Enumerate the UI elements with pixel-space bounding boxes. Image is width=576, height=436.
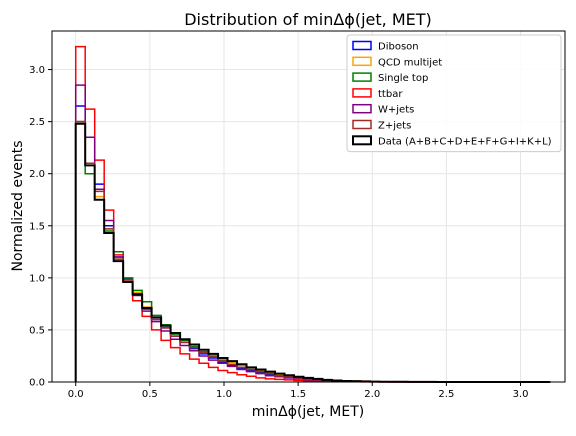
y-tick-label: 2.5 [29, 117, 45, 128]
legend-swatch [352, 135, 372, 146]
legend-swatch [352, 72, 372, 82]
x-tick-label: 3.0 [513, 389, 529, 400]
x-tick-label: 1.0 [216, 389, 232, 400]
y-tick-label: 1.0 [29, 273, 45, 284]
chart-title: Distribution of minΔϕ(jet, MET) [184, 10, 432, 29]
y-tick-label: 2.0 [29, 169, 45, 180]
x-tick-label: 0.0 [68, 389, 84, 400]
x-tick-label: 2.5 [438, 389, 454, 400]
legend-label: ttbar [378, 89, 403, 100]
legend-swatch [352, 56, 372, 67]
legend-label: W+jets [378, 105, 414, 116]
x-axis-ticks: 0.0 0.5 1.0 1.5 2.0 2.5 3.0 [68, 382, 529, 400]
x-tick-label: 1.5 [290, 389, 306, 400]
legend-swatch [352, 103, 372, 114]
legend-label: Single top [378, 73, 428, 84]
x-tick-label: 0.5 [142, 389, 158, 400]
legend-label: Diboson [378, 42, 419, 53]
legend-label: Data (A+B+C+D+E+F+G+I+K+L) [378, 136, 552, 147]
y-axis-label: Normalized events [10, 140, 26, 271]
y-tick-label: 3.0 [29, 65, 45, 76]
legend-swatch [352, 88, 372, 98]
legend-label: Z+jets [378, 121, 411, 132]
y-tick-label: 0.5 [29, 325, 45, 336]
legend-label: QCD multijet [378, 57, 442, 68]
plot-frame [51, 30, 566, 383]
y-axis-ticks: 0.0 0.5 1.0 1.5 2.0 2.5 3.0 [29, 65, 52, 389]
y-tick-label: 1.5 [29, 221, 45, 232]
legend: Diboson QCD multijet Single top ttbar W+jets… [346, 34, 562, 153]
legend-swatch [352, 40, 372, 51]
x-tick-label: 2.0 [364, 389, 380, 400]
x-axis-label: minΔϕ(jet, MET) [252, 404, 365, 420]
legend-box [346, 34, 562, 153]
y-tick-label: 0.0 [29, 378, 45, 389]
legend-swatch [352, 119, 372, 130]
